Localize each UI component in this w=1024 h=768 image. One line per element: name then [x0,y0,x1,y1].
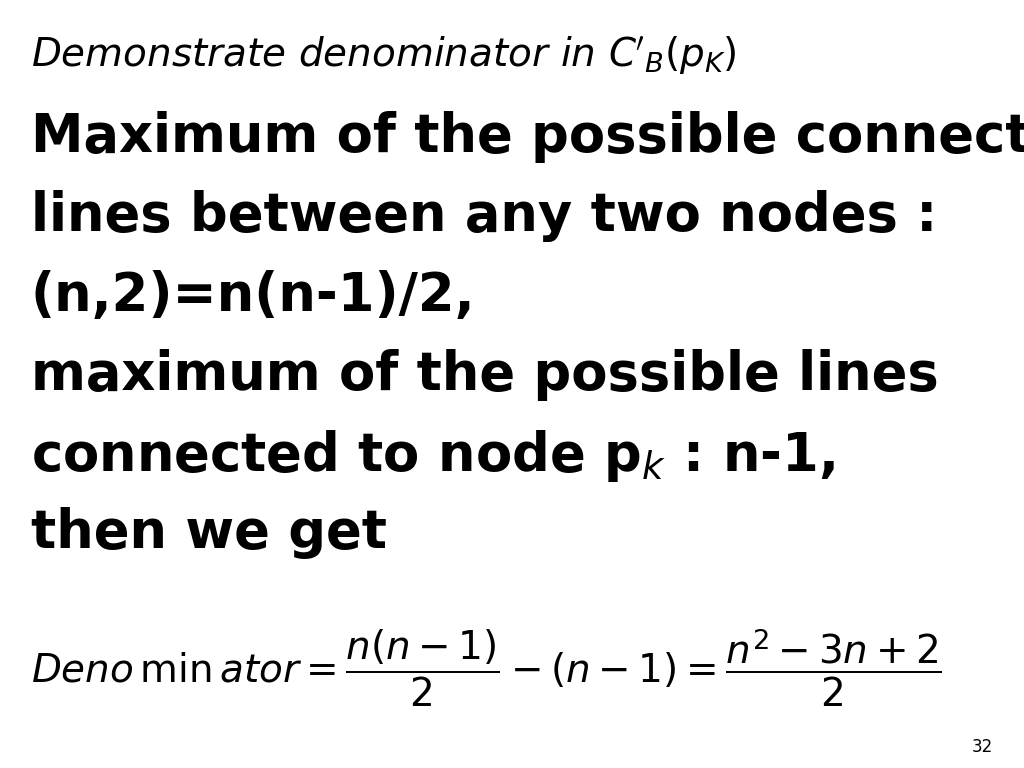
Text: Maximum of the possible connection: Maximum of the possible connection [31,111,1024,164]
Text: $\mathit{Deno}\,\mathrm{min}\,\mathit{ator} = \dfrac{n(n-1)}{2} - (n-1) = \dfrac: $\mathit{Deno}\,\mathrm{min}\,\mathit{at… [31,626,942,709]
Text: 32: 32 [972,739,993,756]
Text: (n,2)=n(n-1)/2,: (n,2)=n(n-1)/2, [31,270,475,322]
Text: then we get: then we get [31,507,387,559]
Text: maximum of the possible lines: maximum of the possible lines [31,349,938,401]
Text: $\it{Demonstrate\ denominator\ in\ C{'}_{B}(p_{K})}$: $\it{Demonstrate\ denominator\ in\ C{'}_… [31,35,736,77]
Text: lines between any two nodes :: lines between any two nodes : [31,190,937,243]
Text: connected to node p$_k$ : n-1,: connected to node p$_k$ : n-1, [31,428,835,484]
